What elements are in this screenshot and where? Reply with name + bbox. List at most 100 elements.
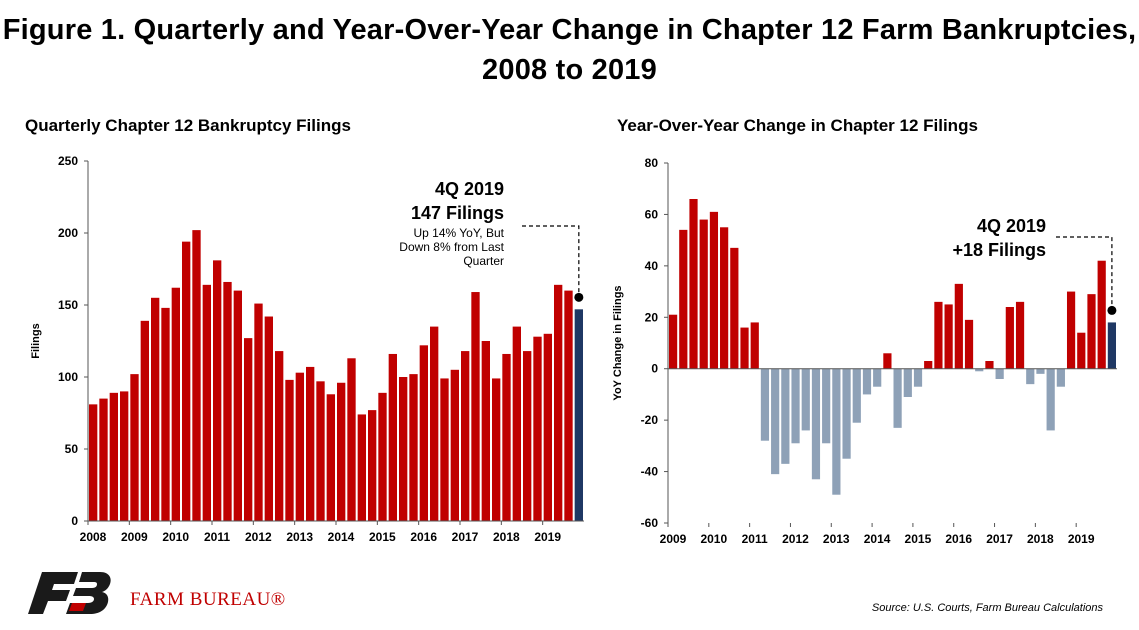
x-tick-label: 2014 xyxy=(864,532,891,546)
bar xyxy=(781,368,790,464)
bar xyxy=(832,368,841,495)
x-tick-label: 2016 xyxy=(410,530,437,544)
annotation-detail: Quarter xyxy=(463,254,504,268)
bar xyxy=(523,351,532,521)
x-tick-label: 2014 xyxy=(328,530,355,544)
x-tick-label: 2018 xyxy=(493,530,520,544)
bar xyxy=(679,229,688,369)
y-tick-label: 0 xyxy=(71,514,78,528)
bar xyxy=(275,351,284,521)
annotation-leader-line xyxy=(522,225,580,294)
bar xyxy=(1056,368,1065,387)
x-tick-label: 2015 xyxy=(905,532,932,546)
x-tick-label: 2012 xyxy=(782,532,809,546)
y-axis-title: Filings xyxy=(30,323,42,358)
bar xyxy=(720,227,729,369)
bar xyxy=(440,378,449,521)
page-title: Figure 1. Quarterly and Year-Over-Year C… xyxy=(2,14,1137,86)
bar xyxy=(419,345,428,521)
y-tick-label: 150 xyxy=(58,298,78,312)
y-tick-label: 250 xyxy=(58,154,78,168)
bar xyxy=(730,247,739,369)
y-tick-label: 20 xyxy=(645,310,659,324)
bar xyxy=(347,358,356,521)
x-tick-label: 2011 xyxy=(204,530,230,544)
farm-bureau-fb-logo-icon xyxy=(28,572,111,614)
bar xyxy=(1005,307,1014,369)
annotation-quarter: 4Q 2019 xyxy=(435,179,504,199)
bar xyxy=(985,361,994,369)
annotation-detail: Down 8% from Last xyxy=(399,240,504,254)
bar xyxy=(771,368,780,475)
y-tick-label: 40 xyxy=(645,259,659,273)
bar xyxy=(975,368,984,372)
y-tick-label: 100 xyxy=(58,370,78,384)
x-tick-label: 2017 xyxy=(452,530,479,544)
y-tick-label: -60 xyxy=(641,516,659,530)
x-tick-label: 2016 xyxy=(945,532,972,546)
y-tick-label: 50 xyxy=(65,442,79,456)
bar xyxy=(430,326,439,521)
bar xyxy=(944,304,953,369)
bar xyxy=(192,230,201,521)
annotation-value: 147 Filings xyxy=(411,203,504,223)
right-chart-title: Year-Over-Year Change in Chapter 12 Fili… xyxy=(617,116,978,135)
y-axis-title: YoY Change in Filings xyxy=(612,285,624,400)
bar xyxy=(1015,301,1025,369)
source-note: Source: U.S. Courts, Farm Bureau Calcula… xyxy=(871,602,1103,614)
bar xyxy=(264,316,273,521)
bar xyxy=(699,219,708,369)
bar xyxy=(512,326,521,521)
y-tick-label: 60 xyxy=(645,207,659,221)
bar xyxy=(202,284,211,521)
annotation-value: +18 Filings xyxy=(952,240,1046,260)
bar xyxy=(689,199,698,369)
bar xyxy=(1036,368,1045,374)
x-tick-label: 2018 xyxy=(1027,532,1054,546)
x-tick-label: 2009 xyxy=(660,532,687,546)
y-tick-label: 0 xyxy=(651,362,658,376)
bar xyxy=(326,394,335,521)
bar xyxy=(543,333,552,521)
bar xyxy=(388,353,397,521)
bar xyxy=(99,398,108,521)
bar xyxy=(760,368,770,441)
bar xyxy=(357,414,366,521)
bar xyxy=(893,368,902,428)
x-tick-label: 2010 xyxy=(700,532,727,546)
bar xyxy=(1046,368,1055,431)
left-chart-title: Quarterly Chapter 12 Bankruptcy Filings xyxy=(25,116,351,135)
bar xyxy=(368,410,377,521)
bar xyxy=(1077,332,1086,369)
bar xyxy=(811,368,821,480)
last-point-marker xyxy=(1107,305,1117,315)
bar xyxy=(409,374,418,521)
y-tick-label: 80 xyxy=(645,156,659,170)
x-tick-label: 2013 xyxy=(823,532,850,546)
bar xyxy=(669,314,678,369)
bar xyxy=(574,309,583,521)
bar xyxy=(130,374,139,521)
bar xyxy=(1026,368,1035,385)
bar xyxy=(337,382,346,521)
bar xyxy=(883,353,892,369)
bar xyxy=(873,368,882,387)
bar xyxy=(862,368,872,395)
bar xyxy=(399,377,408,521)
x-tick-label: 2015 xyxy=(369,530,396,544)
bar xyxy=(502,353,511,521)
bar xyxy=(233,290,242,521)
bar xyxy=(903,368,912,397)
bar xyxy=(285,379,294,521)
y-tick-label: -40 xyxy=(641,465,659,479)
bar xyxy=(913,368,923,387)
bar xyxy=(801,368,810,431)
brand-name: FARM BUREAU® xyxy=(130,589,286,610)
bar xyxy=(954,283,963,369)
bar xyxy=(306,366,315,521)
bar xyxy=(481,341,490,521)
bar xyxy=(213,260,222,521)
annotation-quarter: 4Q 2019 xyxy=(977,216,1046,236)
